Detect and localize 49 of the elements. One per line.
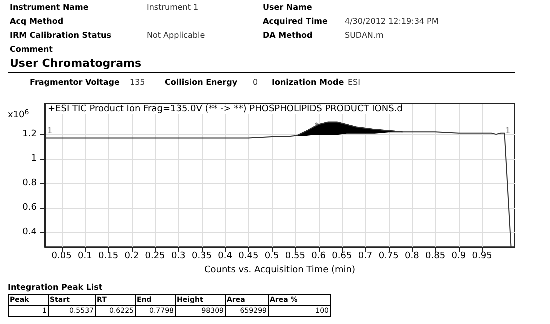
text: Instrument Name — [10, 3, 89, 12]
text: SUDAN.m — [345, 31, 384, 40]
x-tick-label: 0.65 — [332, 252, 352, 262]
text: Integration Peak List — [8, 283, 103, 292]
x-tick-label: 0.55 — [285, 252, 306, 262]
text: 0 — [253, 78, 258, 87]
y-tick-label: 0.8 — [22, 178, 38, 188]
text: IRM Calibration Status — [10, 31, 112, 40]
text: Not Applicable — [147, 31, 206, 40]
text: Comment — [10, 45, 53, 54]
x-tick-label: 0.9 — [452, 252, 466, 262]
text: Acq Method — [10, 17, 64, 26]
text: ESI — [348, 78, 360, 87]
annotation: 1 — [47, 126, 53, 136]
text: Collision Energy — [165, 78, 238, 87]
x-tick-label: 0.8 — [405, 252, 420, 262]
x-tick-label: 0.4 — [218, 252, 233, 262]
annotation: 1 — [505, 126, 511, 136]
text: Fragmentor Voltage — [30, 78, 120, 87]
x-tick-label: 0.35 — [192, 252, 212, 262]
x-tick-label: 0.45 — [238, 252, 259, 262]
x-tick-label: 0.5 — [264, 252, 280, 262]
text: Instrument 1 — [147, 3, 199, 12]
text: User Name — [263, 3, 312, 12]
text: User Chromatograms — [10, 57, 142, 70]
text: 135 — [130, 78, 146, 87]
y-tick-label: 1 — [31, 154, 37, 164]
x-tick-label: 0.05 — [52, 252, 72, 262]
x-tick-label: 0.3 — [171, 252, 186, 262]
x-tick-label: 0.95 — [472, 252, 492, 262]
x-tick-label: 0.6 — [312, 252, 326, 262]
x-tick-label: 0.7 — [358, 252, 373, 262]
x-tick-label: 0.85 — [426, 252, 446, 262]
y-tick-label: 1.2 — [22, 130, 37, 140]
x-tick-label: 0.75 — [378, 252, 399, 262]
text: Acquired Time — [263, 17, 328, 26]
annotation: * — [315, 122, 319, 130]
x-tick-label: 0.1 — [78, 252, 92, 262]
x-axis-title: Counts vs. Acquisition Time (min) — [204, 266, 356, 276]
y-tick-label: 0.4 — [22, 227, 38, 238]
line-series — [44, 122, 512, 248]
text: DA Method — [263, 31, 313, 40]
x-tick-label: 0.25 — [145, 252, 166, 262]
x-tick-label: 0.2 — [124, 252, 140, 262]
text: 4/30/2012 12:19:34 PM — [345, 17, 439, 26]
text: Ionization Mode — [272, 78, 344, 87]
chart-title: +ESI TIC Product Ion Frag=135.0V (** -> **) PHOSPHOLIPIDS PRODUCT IONS.d — [48, 104, 403, 114]
x-tick-label: 0.15 — [98, 252, 119, 262]
y-tick-label: 0.6 — [22, 202, 38, 213]
